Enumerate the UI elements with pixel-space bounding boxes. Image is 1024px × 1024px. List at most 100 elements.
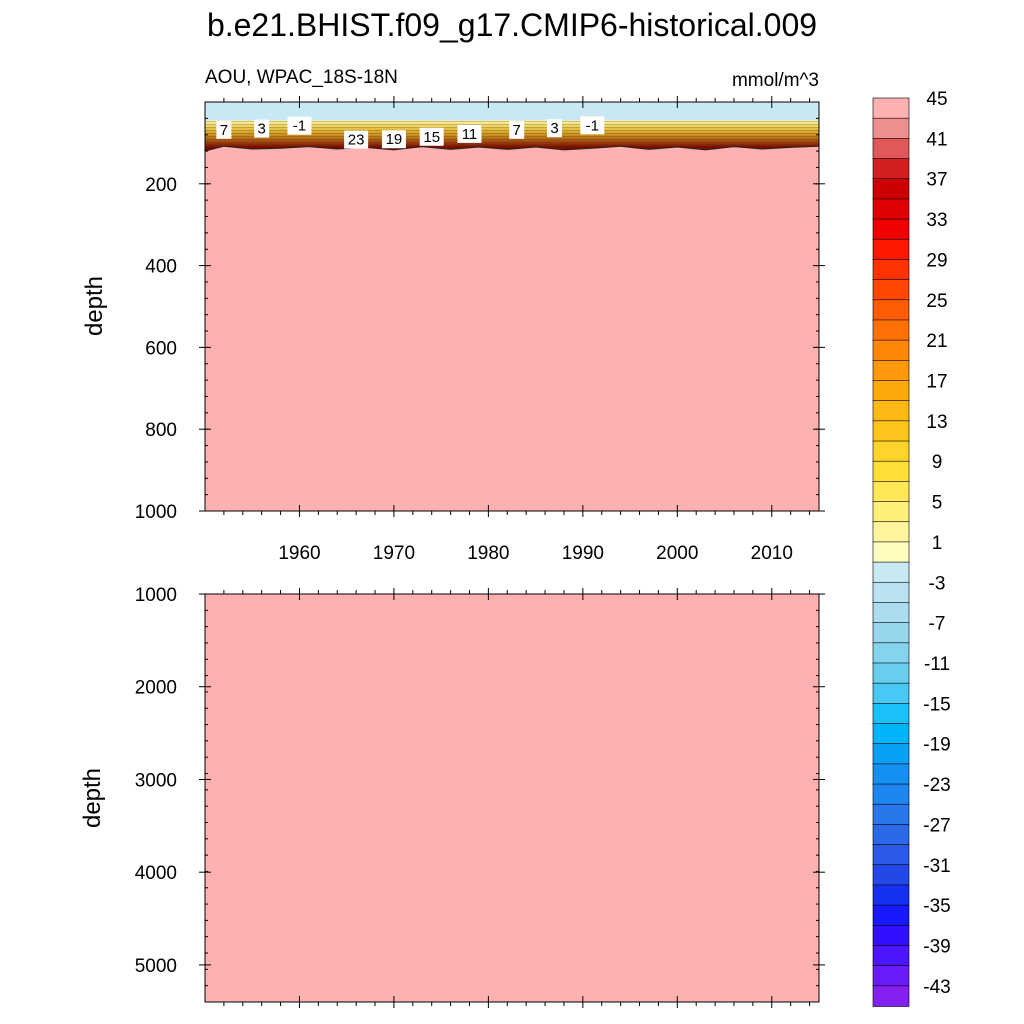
interior-fill-bottom	[205, 594, 819, 1002]
colorbar-label: -15	[923, 694, 950, 715]
colorbar-swatch	[872, 380, 910, 402]
colorbar-swatch	[872, 360, 910, 382]
y-tick-label: 1000	[135, 502, 177, 523]
contour-label-9: -1	[586, 117, 599, 134]
y-axis-label-top: depth	[81, 276, 108, 336]
y-tick-label: 3000	[135, 770, 177, 791]
colorbar-label: -23	[923, 775, 950, 796]
panel-upper-ocean: 7 3 -1 23 19 15 11 7 3 -1 200 400 600 800 1000 1960 197…	[81, 96, 825, 564]
colorbar-swatch	[872, 259, 910, 281]
colorbar-swatch	[872, 622, 910, 644]
contour-labels: 7 3 -1 23 19 15 11 7 3 -1	[216, 116, 605, 149]
colorbar-swatch	[872, 602, 910, 624]
colorbar-swatch	[872, 844, 910, 866]
colorbar-label: 9	[932, 452, 943, 473]
colorbar-label: -35	[923, 896, 950, 917]
contour-label-box-5	[419, 127, 444, 146]
boundary-contour	[205, 145, 819, 152]
contour-label-box-1	[254, 119, 270, 138]
y-tick-label: 4000	[135, 863, 177, 884]
colorbar-swatch	[872, 521, 910, 543]
colorbar-label: -39	[923, 936, 950, 957]
colorbar-swatch	[872, 763, 910, 785]
surface-layer	[205, 102, 819, 121]
colorbar-swatch	[872, 97, 910, 119]
colorbar-label: 17	[926, 371, 947, 392]
frame-top	[204, 101, 820, 512]
colorbar-label: -19	[923, 735, 950, 756]
colorbar-swatch	[872, 682, 910, 705]
contour-label-3: 23	[348, 132, 365, 149]
colorbar-swatch	[872, 440, 910, 462]
colorbar-swatch	[872, 723, 910, 745]
colorbar-label: -31	[923, 856, 950, 877]
colorbar-swatch	[872, 924, 910, 947]
frame-bottom	[204, 593, 820, 1003]
panel-deep-ocean: 1000 2000 3000 4000 5000 depth	[79, 585, 825, 1008]
colorbar-label: 25	[926, 291, 947, 312]
colorbar-swatch	[872, 138, 910, 160]
colorbar-swatch	[872, 985, 910, 1007]
x-tick-label: 1990	[562, 543, 604, 564]
contour-label-1: 3	[258, 121, 266, 138]
x-tick-label: 1960	[278, 543, 320, 564]
colorbar-swatch	[872, 238, 910, 261]
colorbar-label: 5	[932, 493, 943, 514]
colorbar-swatch	[872, 117, 910, 140]
y-tick-label: 800	[145, 420, 177, 441]
colorbar-swatch	[872, 198, 910, 220]
colorbar-swatch	[872, 319, 910, 341]
colorbar-label: 13	[926, 412, 947, 433]
colorbar-label: 41	[926, 129, 947, 150]
colorbar-label: -7	[929, 614, 946, 635]
colorbar-swatch	[872, 218, 910, 241]
colorbar-label: 29	[926, 250, 947, 271]
colorbar-swatch	[872, 864, 910, 886]
colorbar-swatch	[872, 501, 910, 523]
colorbar-swatch	[872, 945, 910, 967]
colorbar-label: 45	[926, 89, 947, 110]
contour-label-box-8	[547, 119, 563, 138]
colorbar-swatch	[872, 400, 910, 422]
y-tick-label: 400	[145, 257, 177, 278]
colorbar-swatch	[872, 299, 910, 321]
colorbar: 45 41 37 33 29 25 21 17 13 9 5 1 -3 -7 -11 -15 -19 -23 -27…	[872, 89, 951, 1007]
colorbar-swatch	[872, 904, 910, 927]
contour-label-2: -1	[293, 118, 306, 135]
colorbar-label: -11	[924, 654, 950, 675]
y-tick-label: 1000	[135, 585, 177, 606]
contour-label-4: 19	[386, 131, 403, 148]
colorbar-swatch	[872, 339, 910, 362]
contour-label-5: 15	[423, 129, 440, 146]
ticks-top: 200 400 600 800 1000 1960 1970 1980 1990 2000 2010	[135, 96, 825, 564]
colorbar-swatch	[872, 803, 910, 826]
contour-label-box-0	[216, 120, 232, 139]
colorbar-label: -3	[929, 573, 946, 594]
chart-units: mmol/m^3	[732, 70, 819, 91]
colorbar-swatch	[872, 662, 910, 684]
interior-fill-top	[205, 102, 819, 511]
y-tick-label: 600	[145, 338, 177, 359]
chart-title: b.e21.BHIST.f09_g17.CMIP6-historical.009	[207, 7, 817, 43]
colorbar-swatch	[872, 743, 910, 765]
contour-label-box-2	[287, 116, 312, 135]
y-tick-label: 5000	[135, 956, 177, 977]
x-tick-label: 2000	[656, 543, 698, 564]
contour-label-box-3	[344, 130, 369, 149]
colorbar-swatch	[872, 158, 910, 180]
colorbar-label: -43	[923, 977, 950, 998]
colorbar-swatch	[872, 783, 910, 806]
contour-label-0: 7	[220, 122, 228, 139]
contour-label-7: 7	[513, 122, 521, 139]
colorbar-swatch	[872, 581, 910, 604]
contour-label-6: 11	[462, 126, 478, 143]
y-axis-label-bottom: depth	[79, 768, 106, 828]
colorbar-swatch	[872, 642, 910, 664]
colorbar-swatch	[872, 884, 910, 906]
colorbar-label: -27	[923, 815, 950, 836]
contour-label-box-6	[457, 124, 482, 143]
x-tick-label: 1980	[467, 543, 509, 564]
colorbar-label: 1	[932, 533, 943, 554]
colorbar-swatch	[872, 481, 910, 503]
